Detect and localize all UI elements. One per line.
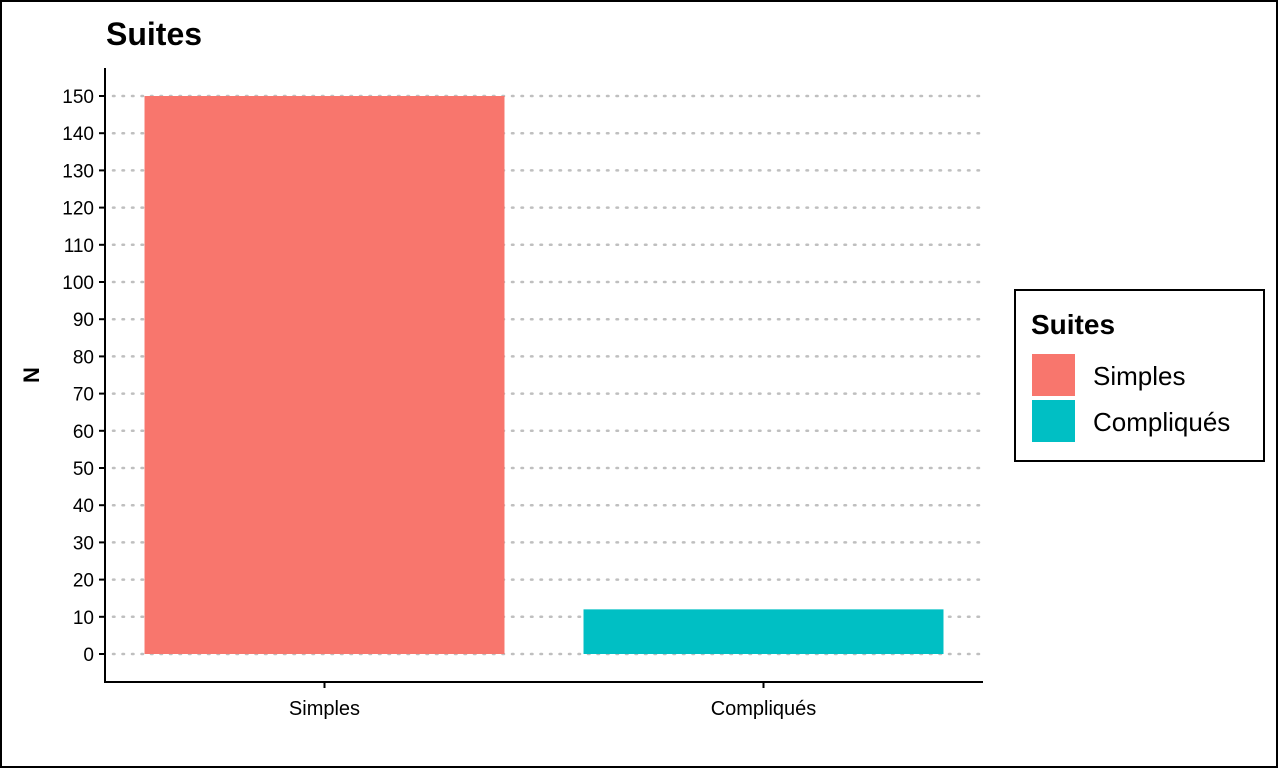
legend-items: Simples Compliqués bbox=[1032, 354, 1230, 442]
y-tick-label: 60 bbox=[73, 422, 94, 443]
legend-title: Suites bbox=[1031, 309, 1115, 340]
y-tick-label: 30 bbox=[73, 533, 94, 554]
y-axis-label: N bbox=[19, 367, 44, 383]
legend: Suites Simples Compliqués bbox=[1014, 289, 1265, 462]
legend-swatch bbox=[1032, 400, 1075, 442]
y-tick-label: 70 bbox=[73, 385, 94, 406]
x-tick-label: Compliqués bbox=[711, 698, 817, 720]
x-ticks: Simples Compliqués bbox=[289, 682, 816, 720]
y-tick-label: 110 bbox=[64, 236, 94, 257]
y-tick-label: 50 bbox=[73, 459, 94, 480]
bar-1 bbox=[144, 96, 505, 654]
y-tick-label: 90 bbox=[73, 310, 94, 331]
y-tick-label: 130 bbox=[62, 161, 94, 182]
y-tick-label: 20 bbox=[73, 571, 94, 592]
legend-label: Simples bbox=[1093, 361, 1185, 391]
y-tick-label: 120 bbox=[62, 199, 94, 220]
y-tick-label: 10 bbox=[73, 608, 94, 629]
y-tick-label: 150 bbox=[62, 87, 94, 108]
bars bbox=[144, 96, 944, 654]
chart-title: Suites bbox=[106, 16, 202, 52]
y-tick-label: 100 bbox=[62, 273, 94, 294]
legend-swatch bbox=[1032, 354, 1075, 396]
x-tick-label: Simples bbox=[289, 698, 360, 720]
legend-label: Compliqués bbox=[1093, 407, 1230, 437]
y-ticks: 0 10 20 30 40 50 60 70 80 90 100 110 120 130 140 150 bbox=[62, 87, 105, 666]
y-tick-label: 40 bbox=[73, 496, 94, 517]
y-tick-label: 0 bbox=[83, 645, 94, 666]
bar-2 bbox=[583, 609, 944, 654]
y-tick-label: 140 bbox=[62, 124, 94, 145]
y-tick-label: 80 bbox=[73, 347, 94, 368]
